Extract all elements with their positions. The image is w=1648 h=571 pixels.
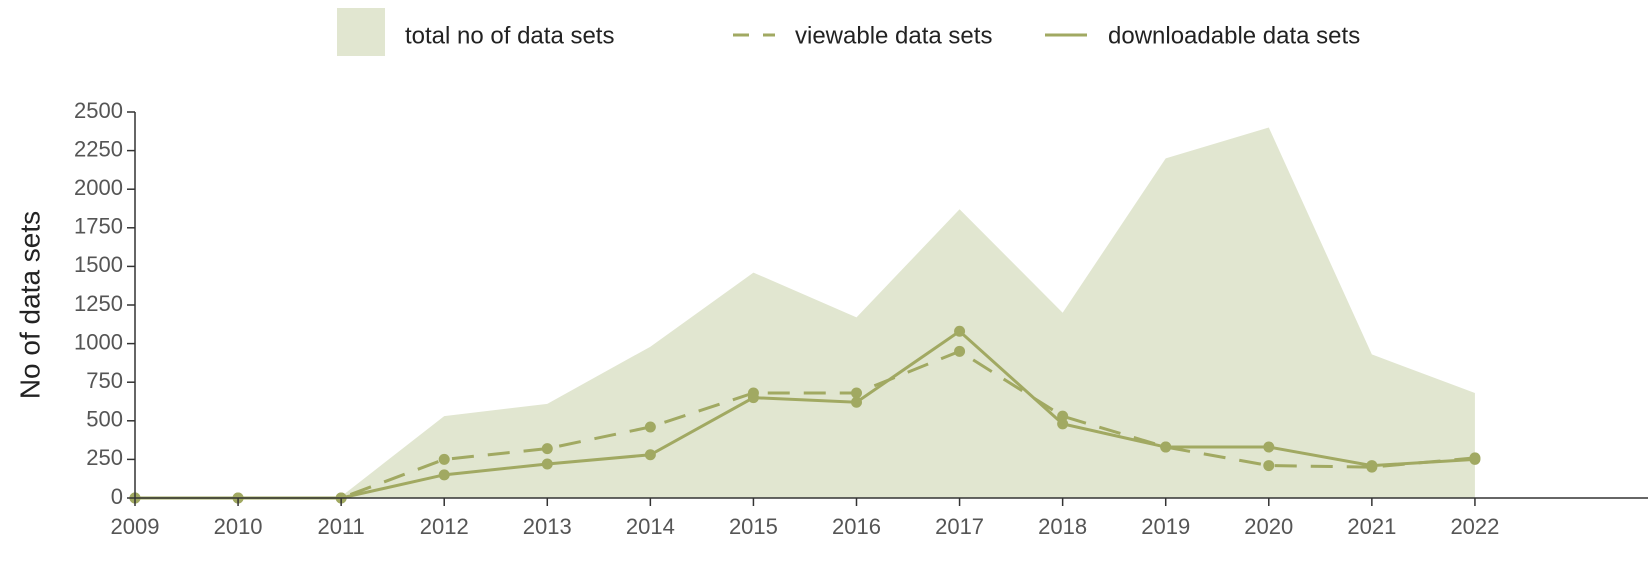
legend-label: downloadable data sets xyxy=(1108,22,1360,49)
point xyxy=(1057,410,1069,422)
y-tick-label: 500 xyxy=(86,407,123,432)
x-tick-label: 2019 xyxy=(1141,514,1190,539)
point xyxy=(438,469,450,481)
point xyxy=(438,453,450,465)
line xyxy=(135,349,1476,500)
point xyxy=(747,392,759,404)
y-tick-label: 250 xyxy=(86,445,123,470)
x-tick-label: 2017 xyxy=(935,514,984,539)
x-tick-label: 2013 xyxy=(523,514,572,539)
point xyxy=(1366,460,1378,472)
x-tick-label: 2020 xyxy=(1244,514,1293,539)
point xyxy=(1057,418,1069,430)
y-tick-label: 1250 xyxy=(74,291,123,316)
x-tick-label: 2021 xyxy=(1347,514,1396,539)
point xyxy=(954,345,966,357)
x-tick-label: 2009 xyxy=(111,514,160,539)
x-tick-label: 2014 xyxy=(626,514,675,539)
point xyxy=(851,387,862,399)
x-tick-label: 2016 xyxy=(832,514,881,539)
y-tick-label: 1750 xyxy=(74,214,123,239)
point xyxy=(644,449,656,461)
y-tick-label: 750 xyxy=(86,368,123,393)
area xyxy=(135,127,1475,498)
point xyxy=(541,443,553,455)
x-tick-label: 2015 xyxy=(729,514,778,539)
y-tick-label: 2500 xyxy=(74,98,123,123)
point xyxy=(1263,460,1275,472)
y-axis-title: No of data sets xyxy=(14,211,45,399)
y-tick-label: 2000 xyxy=(74,175,123,200)
y-tick-label: 1000 xyxy=(74,329,123,354)
x-tick-label: 2010 xyxy=(214,514,263,539)
legend-label: total no of data sets xyxy=(405,22,614,49)
x-tick-label: 2022 xyxy=(1450,514,1499,539)
x-tick-label: 2011 xyxy=(317,514,364,539)
point xyxy=(1469,453,1481,465)
y-tick-label: 0 xyxy=(111,484,123,509)
x-tick-label: 2012 xyxy=(420,514,469,539)
point xyxy=(1160,441,1172,453)
point xyxy=(851,396,862,408)
legend-label: viewable data sets xyxy=(795,22,992,49)
point xyxy=(541,458,553,470)
x-tick-label: 2018 xyxy=(1038,514,1087,539)
point xyxy=(644,421,656,433)
y-tick-label: 1500 xyxy=(74,252,123,277)
line xyxy=(135,329,1476,500)
point xyxy=(1263,441,1275,453)
legend-swatch xyxy=(337,8,385,56)
y-tick-label: 2250 xyxy=(74,136,123,161)
point xyxy=(954,325,966,337)
